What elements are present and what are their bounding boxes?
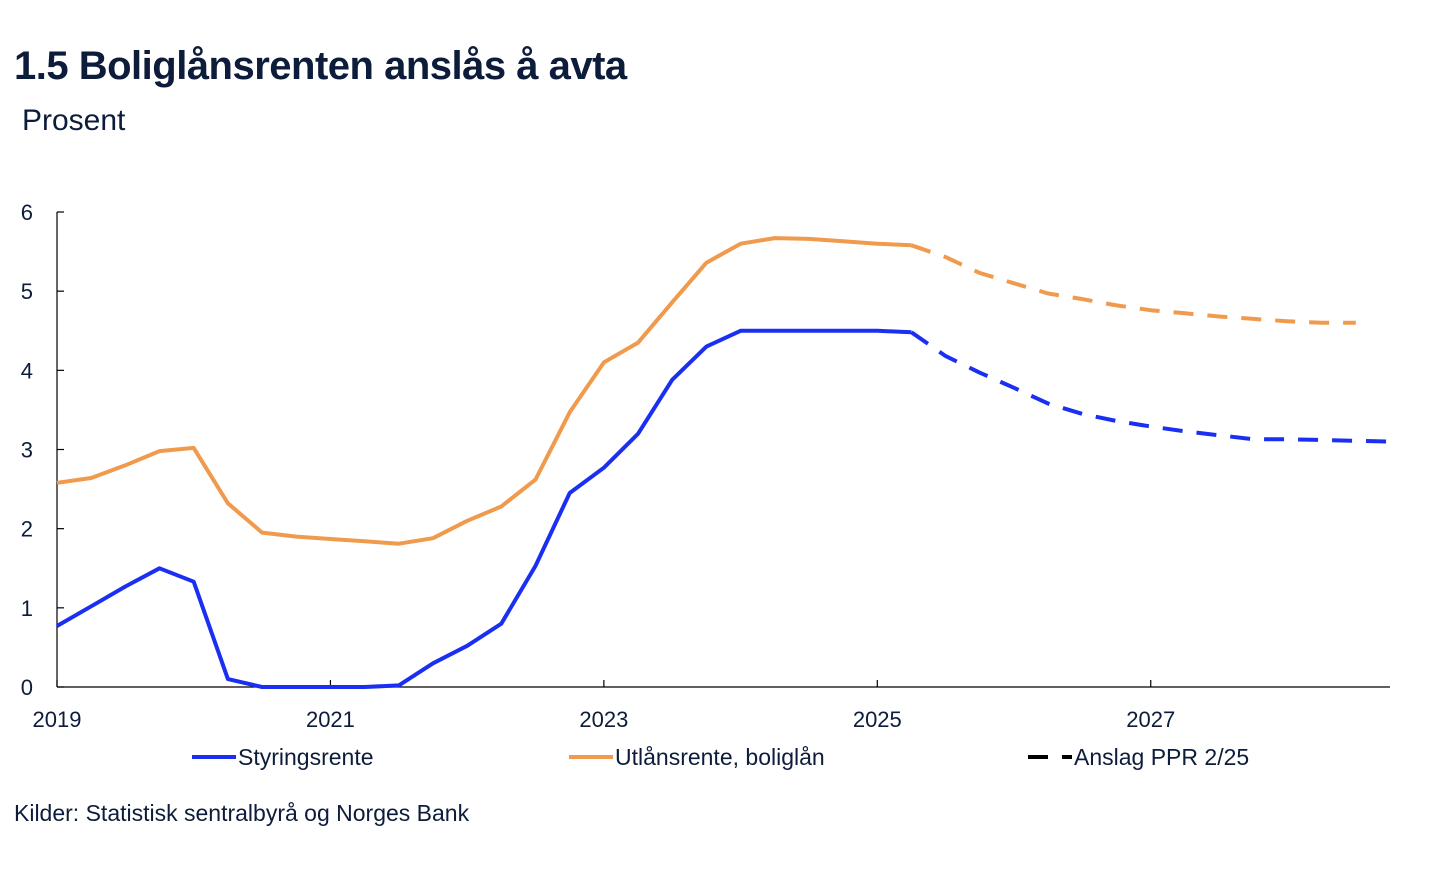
chart-source: Kilder: Statistisk sentralbyrå og Norges… xyxy=(14,800,470,826)
y-tick-label: 5 xyxy=(21,279,33,304)
legend-label: Utlånsrente, boliglån xyxy=(615,743,825,770)
legend-swatch-orange xyxy=(569,755,613,759)
series-forecast-line-utl-nsrente-boligl-n xyxy=(910,243,1356,325)
series-line-styringsrente xyxy=(56,328,912,689)
legend-swatch-blue xyxy=(192,755,236,759)
legend-label: Anslag PPR 2/25 xyxy=(1074,743,1250,770)
chart-subtitle: Prosent xyxy=(22,104,126,137)
legend-item-utlansrente: Utlånsrente, boliglån xyxy=(569,742,825,772)
x-tick-label: 2025 xyxy=(853,707,902,732)
y-tick-label: 0 xyxy=(21,675,33,700)
x-tick-label: 2023 xyxy=(579,707,628,732)
chart-tick-labels: 0 1 2 3 4 5 6 2019 2021 2023 2025 2027 xyxy=(21,200,1175,732)
y-tick-label: 2 xyxy=(21,517,33,542)
legend-item-anslag: Anslag PPR 2/25 xyxy=(1028,742,1249,772)
x-tick-label: 2021 xyxy=(306,707,355,732)
series-line-utl-nsrente-boligl-n xyxy=(56,236,912,546)
chart-title: 1.5 Boliglånsrenten anslås å avta xyxy=(14,44,627,88)
legend-swatch-dashed xyxy=(1028,755,1072,759)
x-tick-label: 2027 xyxy=(1126,707,1175,732)
legend-item-styringsrente: Styringsrente xyxy=(192,742,374,772)
chart-axes xyxy=(56,211,1390,688)
y-tick-label: 3 xyxy=(21,438,33,463)
legend-label: Styringsrente xyxy=(238,743,374,770)
chart-series xyxy=(56,236,1391,689)
y-tick-label: 4 xyxy=(21,358,33,383)
y-tick-label: 6 xyxy=(21,200,33,225)
series-forecast-line-styringsrente xyxy=(910,330,1391,444)
y-tick-label: 1 xyxy=(21,596,33,621)
x-tick-label: 2019 xyxy=(33,707,82,732)
